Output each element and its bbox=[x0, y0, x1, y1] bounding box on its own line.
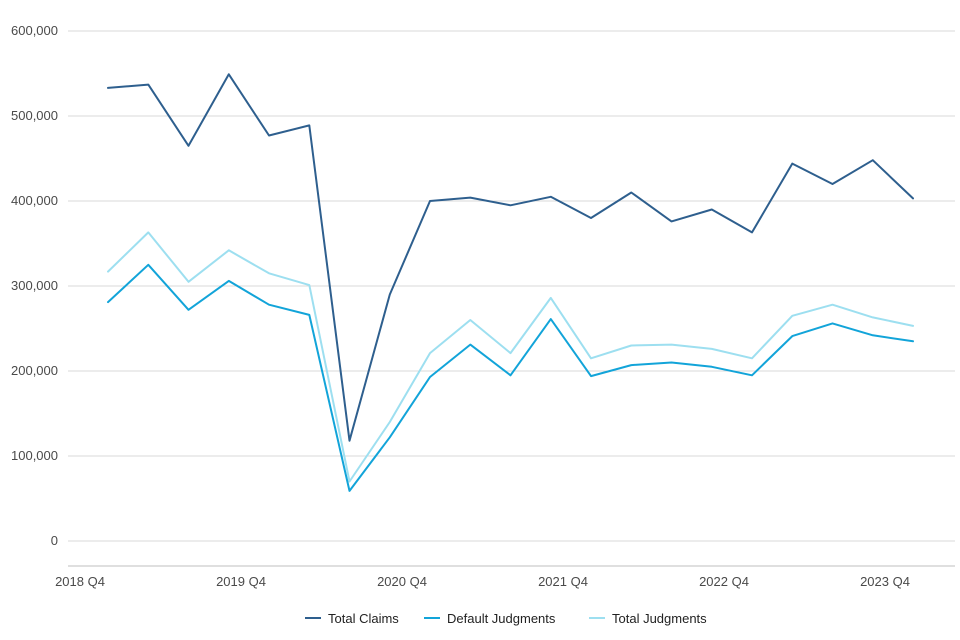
x-tick-label: 2019 Q4 bbox=[216, 574, 266, 589]
x-tick-label: 2018 Q4 bbox=[55, 574, 105, 589]
legend-item-total-claims: Total Claims bbox=[305, 611, 399, 626]
series-line-default-judgments bbox=[107, 263, 914, 492]
grid-layer bbox=[68, 30, 955, 542]
legend-item-total-judgments: Total Judgments bbox=[589, 611, 707, 626]
x-tick-label: 2022 Q4 bbox=[699, 574, 749, 589]
series-line-total-judgments bbox=[107, 231, 914, 483]
legend-label: Total Judgments bbox=[612, 611, 707, 626]
y-tick-label: 0 bbox=[51, 533, 58, 548]
legend-label: Total Claims bbox=[328, 611, 399, 626]
legend: Total Claims Default Judgments Total Judgm… bbox=[305, 611, 707, 626]
series-layer bbox=[107, 73, 914, 492]
y-tick-label: 300,000 bbox=[11, 278, 58, 293]
y-tick-label: 200,000 bbox=[11, 363, 58, 378]
legend-item-default-judgments: Default Judgments bbox=[424, 611, 556, 626]
y-tick-label: 600,000 bbox=[11, 23, 58, 38]
x-tick-label: 2020 Q4 bbox=[377, 574, 427, 589]
x-axis: 2018 Q4 2019 Q4 2020 Q4 2021 Q4 2022 Q4 2023 … bbox=[55, 565, 955, 589]
y-axis-tick-labels: 0 100,000 200,000 300,000 400,000 500,000 600,… bbox=[11, 23, 58, 548]
y-tick-label: 400,000 bbox=[11, 193, 58, 208]
legend-label: Default Judgments bbox=[447, 611, 556, 626]
x-tick-label: 2021 Q4 bbox=[538, 574, 588, 589]
series-line-total-claims bbox=[107, 73, 914, 442]
x-tick-label: 2023 Q4 bbox=[860, 574, 910, 589]
y-tick-label: 100,000 bbox=[11, 448, 58, 463]
y-tick-label: 500,000 bbox=[11, 108, 58, 123]
